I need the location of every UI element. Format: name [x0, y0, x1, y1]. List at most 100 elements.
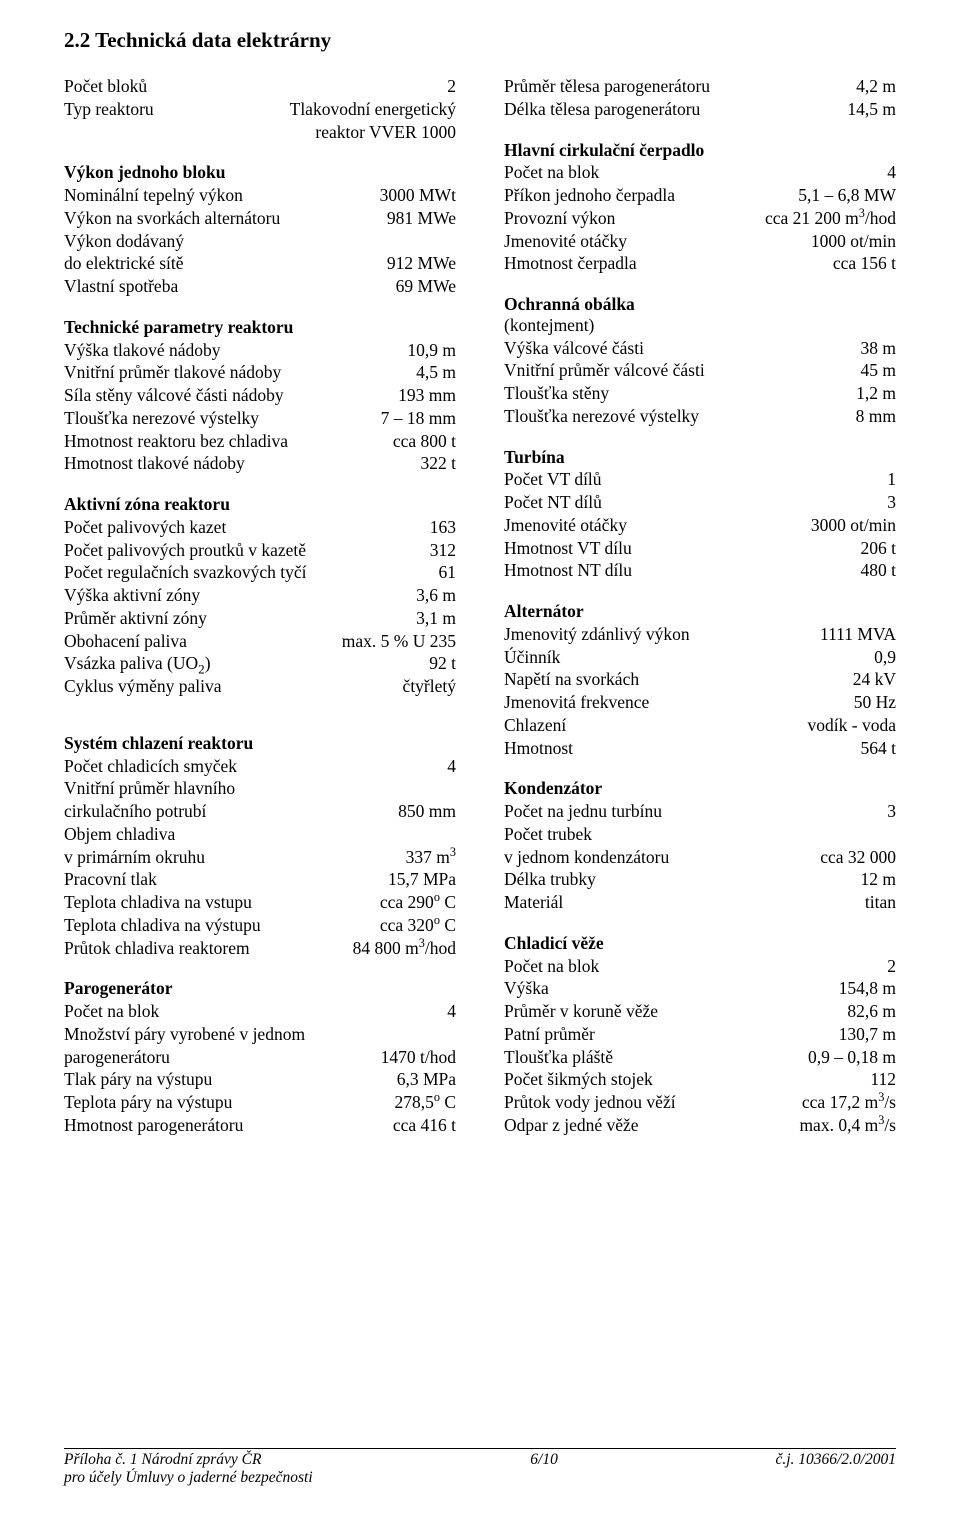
row-value: 15,7 MPa [382, 868, 456, 891]
group-title-turbina: Turbína [504, 446, 896, 469]
row-value: 1000 ot/min [805, 230, 896, 253]
data-row: cirkulačního potrubí850 mm [64, 800, 456, 823]
row-value: 3 [881, 491, 896, 514]
row-value: 4,5 m [410, 361, 456, 384]
row-value: 4,2 m [850, 75, 896, 98]
group-title-aktivni: Aktivní zóna reaktoru [64, 493, 456, 516]
page-footer: Příloha č. 1 Národní zprávy ČR pro účely… [64, 1448, 896, 1487]
turbina-block: Počet VT dílů1Počet NT dílů3Jmenovité ot… [504, 468, 896, 582]
row-label: do elektrické sítě [64, 252, 184, 275]
group-title-hcc: Hlavní cirkulační čerpadlo [504, 139, 896, 162]
row-value: Tlakovodní energetický [284, 98, 456, 121]
row-value: 92 t [423, 652, 456, 675]
row-label: parogenerátoru [64, 1046, 170, 1069]
row-label: Hmotnost tlakové nádoby [64, 452, 245, 475]
two-column-layout: Počet bloků 2 Typ reaktoruTlakovodní energ… [64, 75, 896, 1137]
data-row: Jmenovité otáčky1000 ot/min [504, 230, 896, 253]
data-row: Napětí na svorkách24 kV [504, 668, 896, 691]
obalka-subnote: (kontejment) [504, 314, 896, 337]
row-label: Tloušťka nerezové výstelky [64, 407, 259, 430]
section-heading: 2.2 Technická data elektrárny [64, 28, 896, 53]
data-row: Počet na jednu turbínu3 [504, 800, 896, 823]
row-label: Počet VT dílů [504, 468, 602, 491]
data-row: do elektrické sítě912 MWe [64, 252, 456, 275]
row-value: reaktor VVER 1000 [309, 121, 456, 144]
data-row: Průtok vody jednou věžícca 17,2 m3/s [504, 1091, 896, 1114]
data-row: Průměr tělesa parogenerátoru 4,2 m [504, 75, 896, 98]
data-row: Teplota chladiva na vstupucca 290o C [64, 891, 456, 914]
row-label: Průtok chladiva reaktorem [64, 937, 250, 960]
row-label: Vnitřní průměr hlavního [64, 777, 235, 800]
group-title-alt: Alternátor [504, 600, 896, 623]
row-value: 45 m [855, 359, 897, 382]
row-value: 61 [433, 561, 457, 584]
row-label: Teplota chladiva na výstupu [64, 914, 261, 937]
row-label: Průměr aktivní zóny [64, 607, 207, 630]
row-label: Výška válcové části [504, 337, 644, 360]
row-value: cca 800 t [387, 430, 456, 453]
data-row: Počet palivových kazet163 [64, 516, 456, 539]
row-value: 154,8 m [833, 977, 896, 1000]
data-row: Hmotnost564 t [504, 737, 896, 760]
row-label: Tloušťka nerezové výstelky [504, 405, 699, 428]
row-value: 2 [881, 955, 896, 978]
data-row: Jmenovitý zdánlivý výkon1111 MVA [504, 623, 896, 646]
row-label: Hmotnost čerpadla [504, 252, 637, 275]
alt-block: Jmenovitý zdánlivý výkon1111 MVAÚčinník0… [504, 623, 896, 760]
data-row: Výška aktivní zóny3,6 m [64, 584, 456, 607]
veze-block: Počet na blok2Výška154,8 mPrůměr v korun… [504, 955, 896, 1137]
data-row: Hmotnost VT dílu206 t [504, 537, 896, 560]
data-row: Hmotnost tlakové nádoby322 t [64, 452, 456, 475]
row-value: 24 kV [847, 668, 896, 691]
row-value: 14,5 m [841, 98, 896, 121]
row-value: vodík - voda [802, 714, 896, 737]
data-row: Výška154,8 m [504, 977, 896, 1000]
data-row: Chlazení vodík - voda [504, 714, 896, 737]
row-label: Síla stěny válcové části nádoby [64, 384, 284, 407]
row-label: Počet regulačních svazkových tyčí [64, 561, 306, 584]
data-row: Hmotnost čerpadlacca 156 t [504, 252, 896, 275]
data-row: Množství páry vyrobené v jednom [64, 1023, 456, 1046]
row-value: cca 32 000 [814, 846, 896, 869]
row-value: 337 m3 [400, 846, 456, 869]
data-row: Výška válcové části38 m [504, 337, 896, 360]
data-row: Výška tlakové nádoby10,9 m [64, 339, 456, 362]
row-label: Počet palivových proutků v kazetě [64, 539, 306, 562]
row-value: 3000 ot/min [805, 514, 896, 537]
row-value: cca 320o C [374, 914, 456, 937]
row-label: Příkon jednoho čerpadla [504, 184, 675, 207]
row-label: Hmotnost reaktoru bez chladiva [64, 430, 288, 453]
group-title-obalka: Ochranná obálka [504, 293, 896, 316]
row-label: Vnitřní průměr tlakové nádoby [64, 361, 281, 384]
data-row: Počet na blok2 [504, 955, 896, 978]
data-row: Počet trubek [504, 823, 896, 846]
row-value: 112 [864, 1068, 896, 1091]
data-row: Typ reaktoruTlakovodní energetický [64, 98, 456, 121]
row-label: Výška tlakové nádoby [64, 339, 221, 362]
data-row: Vsázka paliva (UO2)92 t [64, 652, 456, 675]
row-value: 163 [424, 516, 456, 539]
row-label: Chlazení [504, 714, 566, 737]
row-value: 7 – 18 mm [375, 407, 456, 430]
row-label: Průměr tělesa parogenerátoru [504, 75, 710, 98]
row-label: Počet šikmých stojek [504, 1068, 653, 1091]
row-label: Vlastní spotřeba [64, 275, 178, 298]
data-row: Obohacení palivamax. 5 % U 235 [64, 630, 456, 653]
data-row: v primárním okruhu337 m3 [64, 846, 456, 869]
footer-right: č.j. 10366/2.0/2001 [775, 1451, 896, 1487]
data-row: Průměr v koruně věže82,6 m [504, 1000, 896, 1023]
row-value: max. 0,4 m3/s [793, 1114, 896, 1137]
data-row: Průtok chladiva reaktorem84 800 m3/hod [64, 937, 456, 960]
group-title-kond: Kondenzátor [504, 777, 896, 800]
tech-par-block: Výška tlakové nádoby10,9 mVnitřní průměr… [64, 339, 456, 476]
row-value: 4 [881, 161, 896, 184]
data-row: Odpar z jedné věžemax. 0,4 m3/s [504, 1114, 896, 1137]
data-row: parogenerátoru1470 t/hod [64, 1046, 456, 1069]
row-value: cca 290o C [374, 891, 456, 914]
row-label: Počet bloků [64, 75, 147, 98]
row-label: Hmotnost parogenerátoru [64, 1114, 243, 1137]
row-label: Výkon na svorkách alternátoru [64, 207, 280, 230]
data-row: Hmotnost reaktoru bez chladiva cca 800 t [64, 430, 456, 453]
row-label: Výška aktivní zóny [64, 584, 200, 607]
data-row: Jmenovité otáčky3000 ot/min [504, 514, 896, 537]
